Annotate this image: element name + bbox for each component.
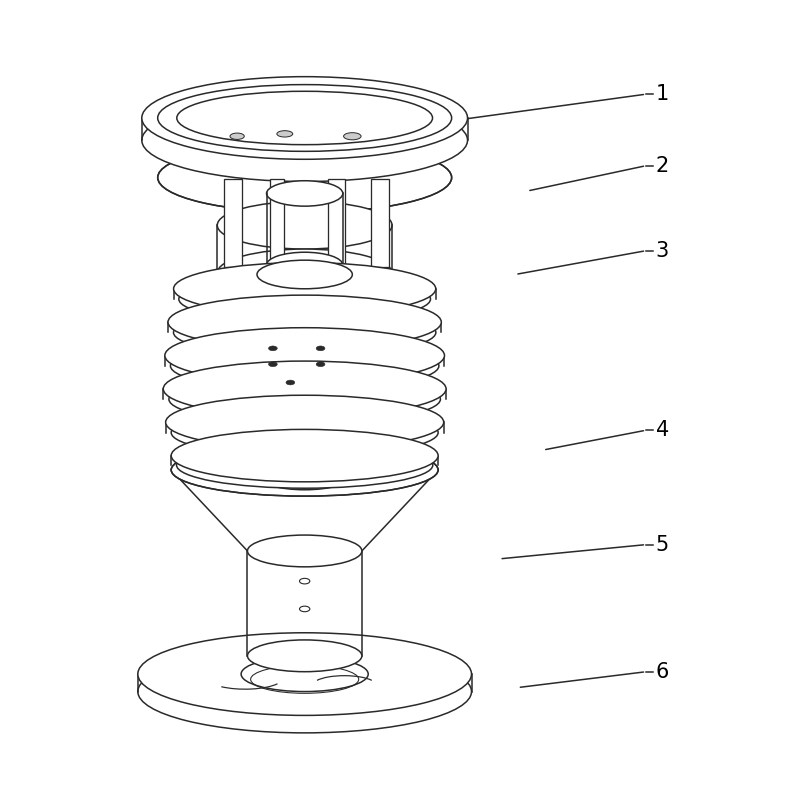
Ellipse shape: [230, 133, 244, 139]
Ellipse shape: [241, 657, 368, 691]
Bar: [371, 179, 389, 266]
Ellipse shape: [174, 262, 436, 315]
Ellipse shape: [257, 260, 352, 289]
Ellipse shape: [158, 142, 452, 213]
Ellipse shape: [343, 133, 361, 140]
Ellipse shape: [163, 361, 446, 417]
Text: 4: 4: [656, 420, 669, 440]
Ellipse shape: [142, 77, 467, 159]
Ellipse shape: [218, 249, 392, 297]
Ellipse shape: [269, 346, 278, 350]
Ellipse shape: [299, 606, 310, 612]
Ellipse shape: [165, 328, 445, 383]
Ellipse shape: [170, 342, 439, 390]
Ellipse shape: [247, 535, 362, 567]
Ellipse shape: [316, 362, 325, 366]
Ellipse shape: [179, 276, 430, 322]
Text: 2: 2: [656, 156, 669, 176]
Ellipse shape: [138, 650, 471, 733]
Ellipse shape: [174, 309, 436, 356]
Ellipse shape: [286, 380, 294, 385]
Ellipse shape: [299, 578, 310, 584]
Ellipse shape: [138, 633, 471, 715]
Ellipse shape: [177, 442, 433, 488]
Ellipse shape: [168, 295, 442, 349]
Ellipse shape: [171, 409, 438, 456]
Bar: [328, 179, 345, 266]
Text: 1: 1: [656, 84, 669, 104]
Ellipse shape: [171, 430, 438, 482]
Ellipse shape: [266, 252, 343, 278]
Bar: [270, 179, 284, 266]
Text: 5: 5: [656, 534, 669, 554]
Ellipse shape: [316, 346, 325, 350]
Text: 3: 3: [656, 241, 669, 261]
Ellipse shape: [266, 181, 343, 206]
Ellipse shape: [142, 99, 467, 182]
Ellipse shape: [269, 362, 278, 366]
Ellipse shape: [171, 444, 438, 496]
Text: 6: 6: [656, 662, 669, 682]
Bar: [225, 179, 242, 266]
Ellipse shape: [218, 202, 392, 249]
Ellipse shape: [277, 130, 293, 137]
Ellipse shape: [247, 640, 362, 672]
Ellipse shape: [166, 395, 444, 450]
Ellipse shape: [169, 374, 441, 424]
Ellipse shape: [257, 461, 352, 490]
